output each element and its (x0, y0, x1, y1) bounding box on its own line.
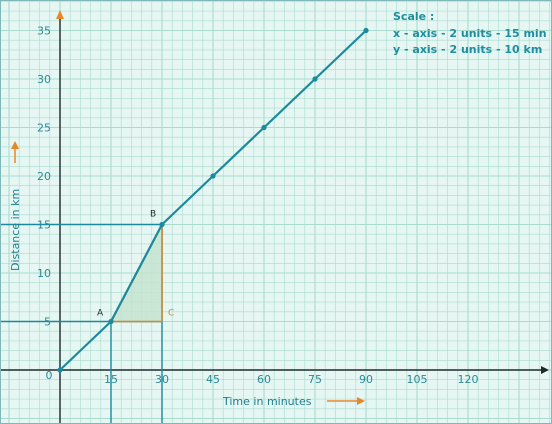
y-tick-label: 15 (37, 219, 51, 232)
data-point (57, 367, 63, 373)
data-point (261, 124, 267, 131)
y-tick-label: 30 (37, 73, 51, 86)
series (57, 27, 369, 373)
tick-labels: 0 15 30 45 60 75 90 105 120 5 10 15 20 25 30 35 (37, 25, 479, 387)
axes (1, 10, 549, 423)
x-tick-label: 45 (206, 373, 220, 386)
x-tick-label: 15 (104, 373, 118, 386)
guide-lines (1, 223, 163, 423)
data-point (363, 27, 369, 34)
x-axis-arrow-icon (541, 366, 549, 374)
x-tick-label: 105 (407, 373, 428, 386)
point-label-b: B (150, 210, 156, 220)
scale-x-line: x - axis - 2 units - 15 min (393, 27, 547, 40)
y-axis-label-arrowhead-icon (11, 141, 19, 149)
point-label-c: C (168, 309, 174, 319)
scale-title: Scale : (393, 10, 434, 23)
x-axis-label: Time in minutes (222, 395, 312, 408)
x-tick-label: 0 (46, 369, 53, 382)
y-tick-label: 10 (37, 267, 51, 280)
x-tick-label: 120 (458, 373, 479, 386)
scale-y-line: y - axis - 2 units - 10 km (393, 43, 542, 56)
x-tick-label: 90 (359, 373, 373, 386)
x-axis-label-arrowhead-icon (357, 397, 365, 405)
point-labels: A B C (97, 210, 174, 319)
y-tick-label: 20 (37, 170, 51, 183)
x-tick-label: 30 (155, 373, 169, 386)
point-label-a: A (97, 309, 104, 319)
x-tick-label: 60 (257, 373, 271, 386)
y-axis-arrow-icon (56, 10, 64, 19)
x-tick-label: 75 (308, 373, 322, 386)
y-tick-label: 25 (37, 122, 51, 135)
y-tick-label: 5 (44, 316, 51, 329)
y-tick-label: 35 (37, 25, 51, 38)
data-point (108, 318, 114, 325)
data-point (312, 76, 318, 82)
data-point (159, 221, 165, 228)
data-point (210, 173, 216, 179)
y-axis-label: Distance in km (9, 189, 22, 271)
